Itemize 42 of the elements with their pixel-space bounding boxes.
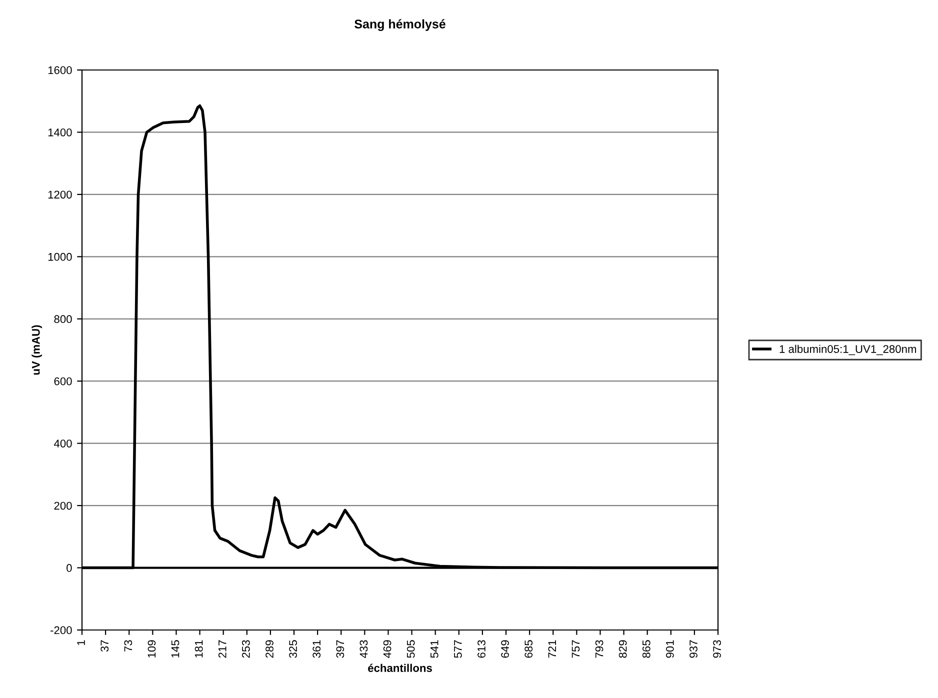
- x-tick-label: 937: [690, 640, 698, 658]
- y-tick-label: 1000: [48, 252, 72, 261]
- x-axis-title: échantillons: [368, 664, 432, 672]
- chart-title: Sang hémolysé: [354, 19, 446, 31]
- x-tick-label: 901: [666, 640, 674, 658]
- x-tick-label: 73: [124, 640, 132, 652]
- x-tick-label: 649: [501, 640, 509, 658]
- x-tick-label: 973: [713, 640, 721, 658]
- y-axis-title: uV (mAU): [32, 325, 42, 375]
- x-tick-label: 397: [336, 640, 344, 658]
- y-tick-label: 0: [66, 564, 72, 572]
- x-tick-label: 361: [312, 640, 321, 658]
- x-tick-label: 109: [148, 640, 156, 658]
- x-tick-label: 289: [266, 640, 274, 658]
- y-tick-label: 1400: [48, 128, 72, 136]
- x-tick-label: 829: [618, 640, 627, 658]
- x-tick-label: 217: [218, 640, 226, 658]
- x-tick-label: 469: [383, 640, 392, 658]
- x-tick-label: 613: [478, 640, 486, 658]
- x-tick-label: 577: [454, 640, 462, 658]
- y-tick-label: 600: [54, 377, 72, 386]
- x-tick-label: 721: [548, 640, 556, 658]
- x-tick-label: 757: [572, 640, 580, 658]
- y-tick-label: 200: [54, 502, 72, 510]
- x-tick-label: 433: [360, 640, 368, 658]
- x-tick-label: 37: [100, 640, 109, 652]
- y-tick-label: 1200: [48, 190, 72, 199]
- x-tick-label: 793: [595, 640, 604, 658]
- x-tick-label: 1: [77, 640, 85, 646]
- x-tick-label: 145: [171, 640, 180, 658]
- y-tick-label: 400: [54, 440, 72, 448]
- x-tick-label: 325: [289, 640, 297, 658]
- y-tick-label: -200: [50, 626, 72, 634]
- y-tick-label: 1600: [48, 66, 72, 74]
- x-tick-label: 541: [430, 640, 438, 658]
- x-tick-label: 685: [524, 640, 533, 658]
- x-tick-label: 181: [194, 640, 203, 658]
- x-tick-label: 505: [406, 640, 415, 658]
- y-tick-label: 800: [54, 315, 72, 324]
- legend-label: 1 albumin05:1_UV1_280nm: [780, 344, 916, 356]
- x-tick-label: 253: [242, 640, 250, 658]
- x-tick-label: 865: [642, 640, 650, 658]
